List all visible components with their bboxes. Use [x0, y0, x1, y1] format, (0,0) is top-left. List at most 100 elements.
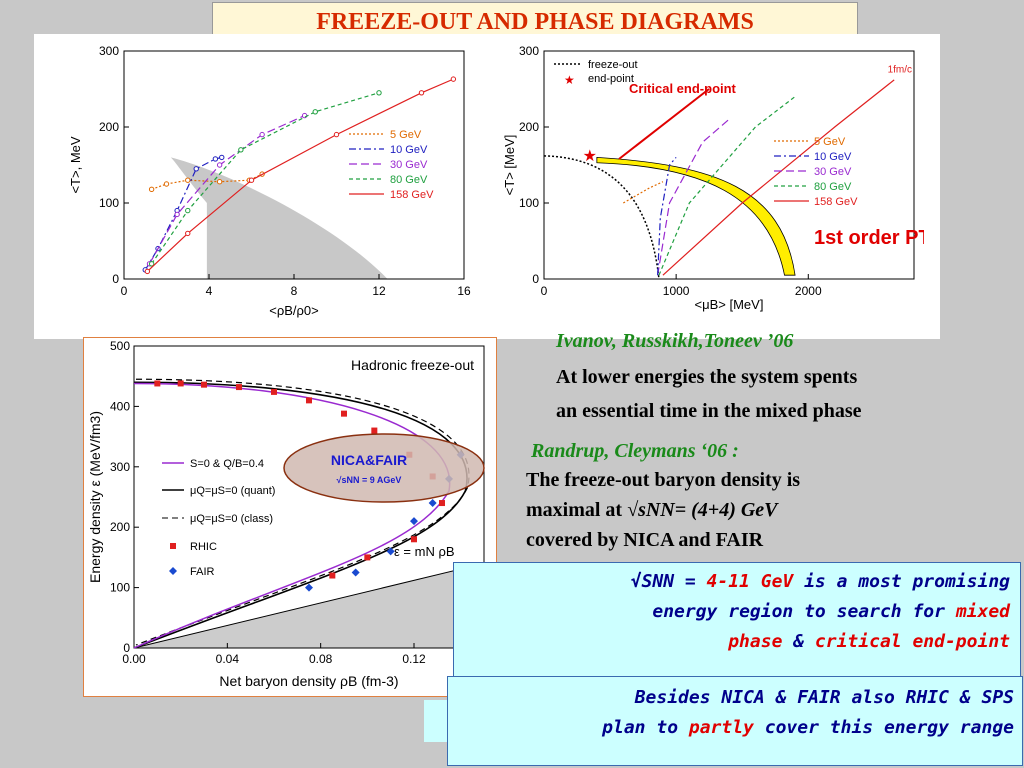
legend-label: freeze-out — [588, 59, 638, 71]
fair-point — [410, 517, 418, 526]
series-line-10-GeV — [657, 157, 677, 276]
top-charts-panel: 0 4 8 12 16 0 100 200 300 <ρB/ρ0> <T>, MeV 5 GeV 10 … — [34, 34, 940, 339]
rhic-point — [364, 554, 371, 561]
rhic-point — [439, 500, 445, 507]
y-tick-label: 200 — [99, 120, 119, 134]
box1-line3: phase & critical end-point — [464, 627, 1010, 657]
rhic-point — [177, 380, 184, 387]
chart-temperature-vs-mu: 0 1000 2000 0 100 200 300 <μB> [MeV] <T> [MeV] ★ C… — [504, 44, 924, 312]
fair-point — [428, 499, 437, 508]
legend-label: 30 GeV — [390, 159, 428, 171]
y-tick-label: 300 — [110, 460, 130, 474]
rhic-point — [154, 380, 161, 387]
x-axis-label: Net baryon density ρB (fm-3) — [219, 673, 398, 689]
critical-arrow — [618, 88, 710, 160]
plot-frame — [543, 50, 915, 280]
data-point — [174, 211, 180, 218]
series-line-158-GeV — [146, 78, 454, 272]
rhic-point — [271, 388, 277, 395]
callout-box-rhic-sps: Besides NICA & FAIR also RHIC & SPS plan… — [447, 676, 1023, 766]
data-point — [248, 177, 255, 183]
box1-line2: energy region to search for mixed — [464, 597, 1010, 627]
y-tick-label: 300 — [99, 44, 119, 58]
rhic-point — [371, 427, 378, 434]
x-axis-label: <ρB/ρ0> — [269, 303, 319, 318]
data-point — [163, 181, 170, 187]
y-tick-label: 0 — [123, 641, 130, 655]
legend-label: 80 GeV — [390, 174, 428, 186]
freeze-out-curve — [543, 155, 660, 280]
callout-box-promising: √SNN = 4-11 GeV is a most promising ener… — [453, 562, 1021, 680]
rhic-point — [329, 572, 336, 579]
box1-l1c: is a most promising — [793, 571, 1010, 592]
y-tick-label: 400 — [110, 399, 130, 413]
box1-l3b: & — [782, 631, 815, 652]
y-axis-label: Energy density ε (MeV/fm3) — [87, 411, 103, 583]
data-point — [450, 76, 457, 82]
x-tick-label: 4 — [206, 284, 213, 298]
text-freeze-out-l2: maximal at √sNN= (4+4) GeV — [526, 497, 966, 523]
legend-label: 10 GeV — [390, 144, 428, 156]
box1-l2a: energy region to search for — [652, 601, 956, 622]
rhic-point — [341, 410, 347, 417]
data-point — [185, 207, 191, 214]
legend-label: FAIR — [190, 566, 215, 578]
rhic-point — [201, 381, 207, 388]
data-point — [376, 90, 382, 96]
series-line-80-GeV — [658, 96, 796, 276]
y-tick-label: 100 — [519, 196, 539, 210]
legend-label: 5 GeV — [390, 129, 422, 141]
chart-title: Hadronic freeze-out — [351, 357, 474, 373]
data-point — [259, 131, 265, 138]
text-freeze-out-l3: covered by NICA and FAIR — [526, 529, 764, 551]
chart-energy-density: 0.00 0.04 0.08 0.12 0 100 200 300 400 500 Net bary… — [87, 339, 485, 689]
rhic-point — [411, 536, 417, 543]
fair-point — [351, 568, 360, 577]
data-point — [148, 261, 155, 267]
y-tick-label: 500 — [110, 339, 130, 353]
box2-l2a: plan to — [602, 717, 689, 738]
box1-l3c: critical end-point — [814, 631, 1010, 652]
data-point — [185, 177, 191, 183]
ref-ivanov: Ivanov, Russkikh,Toneev ’06 — [556, 330, 794, 352]
data-point — [185, 230, 191, 237]
y-axis-label: <T> [MeV] — [504, 135, 517, 196]
first-order-band — [596, 156, 796, 276]
bottom-chart-panel: 0.00 0.04 0.08 0.12 0 100 200 300 400 500 Net bary… — [83, 337, 497, 697]
rhic-point — [236, 384, 242, 391]
text-mixed-phase-l1: At lower energies the system spents — [556, 366, 858, 388]
x-tick-label: 0.12 — [402, 652, 426, 666]
legend-label: 30 GeV — [814, 166, 852, 178]
series-line-5-GeV — [622, 181, 664, 204]
x-tick-label: 1000 — [663, 284, 690, 298]
x-tick-label: 0.08 — [309, 652, 333, 666]
box1-l1b: 4-11 GeV — [706, 571, 794, 592]
box1-line1: √SNN = 4-11 GeV is a most promising — [464, 567, 1010, 597]
box1-l3a: phase — [728, 631, 783, 652]
x-tick-label: 8 — [291, 284, 298, 298]
plot-frame — [133, 345, 485, 649]
ref-randrup: Randrup, Cleymans ‘06 : — [531, 440, 739, 462]
legend-label: end-point — [588, 73, 634, 85]
data-point — [216, 179, 223, 185]
y-tick-label: 200 — [110, 520, 130, 534]
legend-label: S=0 & Q/B=0.4 — [190, 458, 264, 470]
box2-l2c: cover this energy range — [753, 717, 1014, 738]
y-tick-label: 0 — [112, 272, 119, 286]
x-tick-label: 16 — [457, 284, 471, 298]
box1-l2b: mixed — [955, 601, 1010, 622]
text-freeze-out-l2-math: √sNN= (4+4) GeV — [627, 499, 778, 521]
nica-fair-sublabel: √sNN = 9 AGeV — [337, 475, 402, 485]
mN-line — [133, 562, 485, 649]
data-point — [312, 109, 318, 115]
x-tick-label: 0 — [541, 284, 548, 298]
x-tick-label: 12 — [372, 284, 386, 298]
legend-star: ★ — [564, 73, 575, 87]
data-point — [238, 147, 244, 153]
x-tick-label: 0.04 — [216, 652, 240, 666]
fair-point — [305, 583, 313, 592]
series-line-80-GeV — [151, 92, 380, 265]
legend-label: 10 GeV — [814, 151, 852, 163]
mixed-phase-region — [170, 157, 388, 279]
text-mixed-phase-l2: an essential time in the mixed phase — [556, 400, 862, 422]
